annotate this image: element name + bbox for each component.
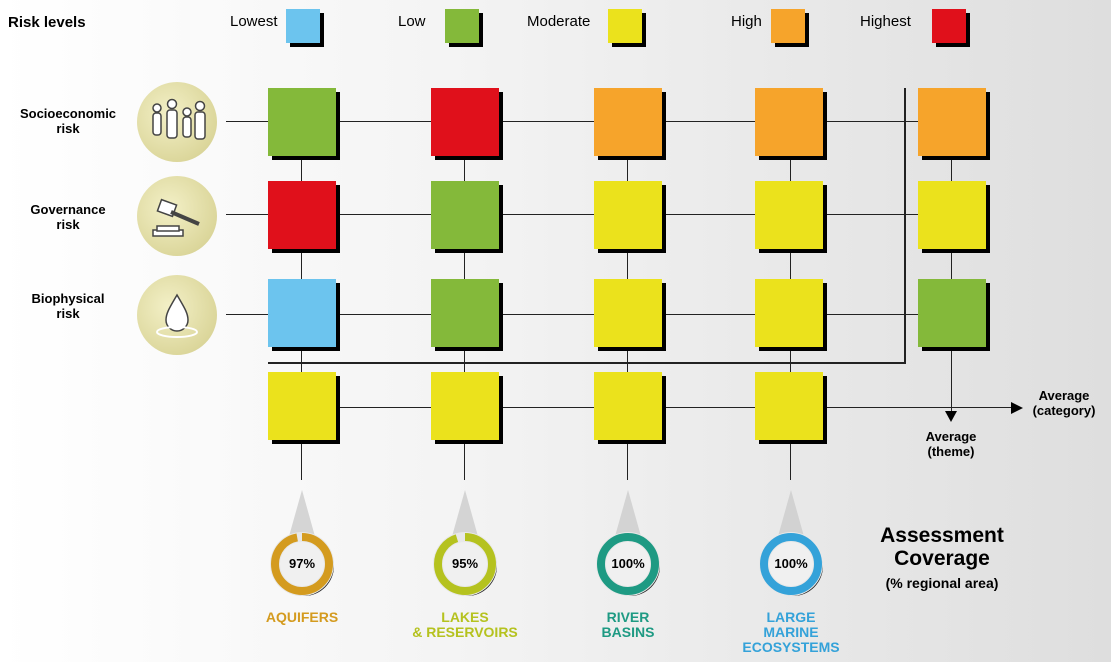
- coverage-cone-aquifers: [266, 490, 338, 555]
- category-label-lakes: LAKES & RESERVOIRS: [412, 609, 518, 640]
- separator-vertical: [904, 88, 906, 364]
- risk-cell-governance-rivers: [594, 181, 662, 249]
- category-label-marine: LARGE MARINE ECOSYSTEMS: [742, 609, 840, 655]
- risk-cell-socioeconomic-marine: [755, 88, 823, 156]
- coverage-donut-rivers: 100%: [592, 528, 664, 600]
- separator-horizontal: [268, 362, 906, 364]
- risk-cell-governance-lakes: [431, 181, 499, 249]
- row-line-governance: [226, 214, 946, 215]
- coverage-percent-rivers: 100%: [611, 556, 645, 571]
- legend-label-moderate: Moderate: [527, 13, 591, 30]
- arrow-down-icon: [945, 411, 957, 422]
- coverage-donut-marine: 100%: [755, 528, 827, 600]
- risk-cell-socioeconomic-lakes: [431, 88, 499, 156]
- legend-swatch-highest: [932, 9, 970, 47]
- risk-cell-biophysical-marine: [755, 279, 823, 347]
- risk-cell-socioeconomic-rivers: [594, 88, 662, 156]
- gavel-icon: [137, 176, 217, 256]
- row-line-biophysical: [226, 314, 946, 315]
- legend-label-lowest: Lowest: [230, 13, 278, 30]
- coverage-cone-marine: [755, 490, 827, 555]
- legend-swatch-moderate: [608, 9, 646, 47]
- coverage-donut-aquifers: 97%: [266, 528, 338, 600]
- risk-cell-average-marine: [755, 372, 823, 440]
- coverage-cone-lakes: [429, 490, 501, 555]
- legend-label-low: Low: [398, 13, 426, 30]
- coverage-subtitle: (% regional area): [885, 575, 999, 591]
- risk-cell-average-lakes: [431, 372, 499, 440]
- risk-cell-socioeconomic-aquifers: [268, 88, 336, 156]
- legend-label-highest: Highest: [860, 13, 911, 30]
- risk-cell-biophysical-aquifers: [268, 279, 336, 347]
- coverage-title: Assessment Coverage: [880, 524, 1004, 570]
- legend-label-high: High: [731, 13, 762, 30]
- legend-title: Risk levels: [8, 14, 86, 31]
- row-label-governance: Governance risk: [30, 202, 106, 232]
- average-category-label: Average (category): [1032, 388, 1096, 418]
- row-label-socioeconomic: Socioeconomic risk: [19, 106, 117, 136]
- risk-cell-governance-average: [918, 181, 986, 249]
- coverage-percent-aquifers: 97%: [288, 556, 316, 571]
- water-drop-icon: [137, 275, 217, 355]
- risk-cell-biophysical-average: [918, 279, 986, 347]
- risk-cell-average-rivers: [594, 372, 662, 440]
- coverage-donut-lakes: 95%: [429, 528, 501, 600]
- risk-cell-biophysical-lakes: [431, 279, 499, 347]
- coverage-percent-lakes: 95%: [451, 556, 479, 571]
- risk-cell-governance-marine: [755, 181, 823, 249]
- category-label-aquifers: AQUIFERS: [265, 609, 339, 625]
- risk-cell-biophysical-rivers: [594, 279, 662, 347]
- risk-cell-governance-aquifers: [268, 181, 336, 249]
- legend-swatch-lowest: [286, 9, 324, 47]
- coverage-cone-rivers: [592, 490, 664, 555]
- coverage-percent-marine: 100%: [774, 556, 808, 571]
- row-label-biophysical: Biophysical risk: [31, 291, 105, 321]
- category-label-rivers: RIVER BASINS: [601, 609, 655, 640]
- arrow-right-icon: [1011, 402, 1023, 414]
- risk-cell-socioeconomic-average: [918, 88, 986, 156]
- people-icon: [137, 82, 217, 162]
- legend-swatch-low: [445, 9, 483, 47]
- average-theme-label: Average (theme): [925, 429, 977, 459]
- risk-cell-average-aquifers: [268, 372, 336, 440]
- row-line-socioeconomic: [226, 121, 946, 122]
- legend-swatch-high: [771, 9, 809, 47]
